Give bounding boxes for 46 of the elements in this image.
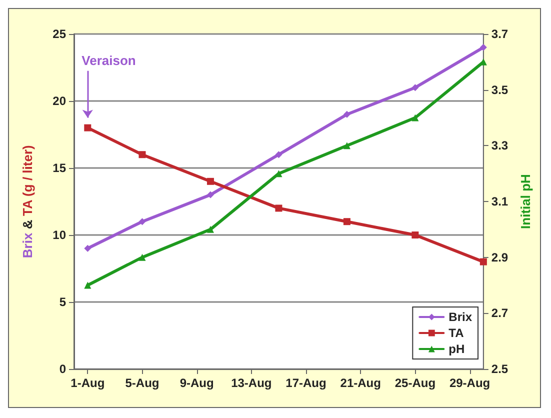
point bbox=[412, 114, 419, 122]
y-tick-label: 10 bbox=[52, 228, 66, 242]
y2-tick-label: 3.5 bbox=[491, 82, 508, 97]
point bbox=[480, 44, 487, 51]
point bbox=[138, 218, 146, 226]
point bbox=[206, 191, 214, 198]
x-tick-label: 13-Aug bbox=[231, 376, 272, 390]
x-tick-label: 21-Aug bbox=[340, 376, 381, 390]
x-tick-label: 25-Aug bbox=[394, 376, 436, 390]
point bbox=[343, 218, 350, 226]
point bbox=[275, 151, 282, 158]
y-tick-label: 5 bbox=[59, 295, 66, 309]
point bbox=[343, 110, 350, 118]
point bbox=[84, 282, 92, 289]
point bbox=[412, 232, 419, 238]
legend-label: pH bbox=[448, 342, 465, 356]
point bbox=[84, 124, 92, 132]
y2-tick-label: 3.7 bbox=[491, 27, 508, 41]
point bbox=[206, 226, 214, 233]
y-tick-label: 20 bbox=[52, 94, 66, 108]
annotation: Veraison bbox=[82, 52, 136, 68]
y-axis-title: Brix & TA (g / liter) bbox=[20, 145, 35, 258]
point bbox=[480, 258, 487, 266]
y2-tick-label: 3.3 bbox=[491, 138, 508, 153]
x-tick-label: 9-Aug bbox=[180, 376, 214, 390]
point bbox=[275, 204, 282, 212]
x-tick-label: 5-Aug bbox=[125, 376, 160, 390]
point bbox=[412, 84, 419, 92]
y2-tick-label: 2.7 bbox=[491, 306, 508, 320]
legend-label: Brix bbox=[448, 310, 472, 324]
x-tick-label: 29-Aug bbox=[449, 376, 490, 390]
point bbox=[84, 244, 92, 252]
y2-tick-label: 3.1 bbox=[491, 194, 508, 208]
point bbox=[138, 254, 146, 261]
y2-tick-label: 2.5 bbox=[491, 362, 508, 376]
point bbox=[343, 142, 350, 150]
legend-label: TA bbox=[448, 326, 464, 340]
x-tick-label: 17-Aug bbox=[286, 376, 326, 390]
x-tick-label: 1-Aug bbox=[70, 376, 105, 390]
y2-axis-title: Initial pH bbox=[518, 174, 533, 229]
y-tick-label: 0 bbox=[59, 362, 66, 376]
point bbox=[206, 178, 214, 185]
point bbox=[138, 151, 146, 158]
y-tick-label: 15 bbox=[52, 161, 66, 175]
y-tick-label: 25 bbox=[52, 27, 66, 41]
y2-tick-label: 2.9 bbox=[491, 250, 508, 264]
